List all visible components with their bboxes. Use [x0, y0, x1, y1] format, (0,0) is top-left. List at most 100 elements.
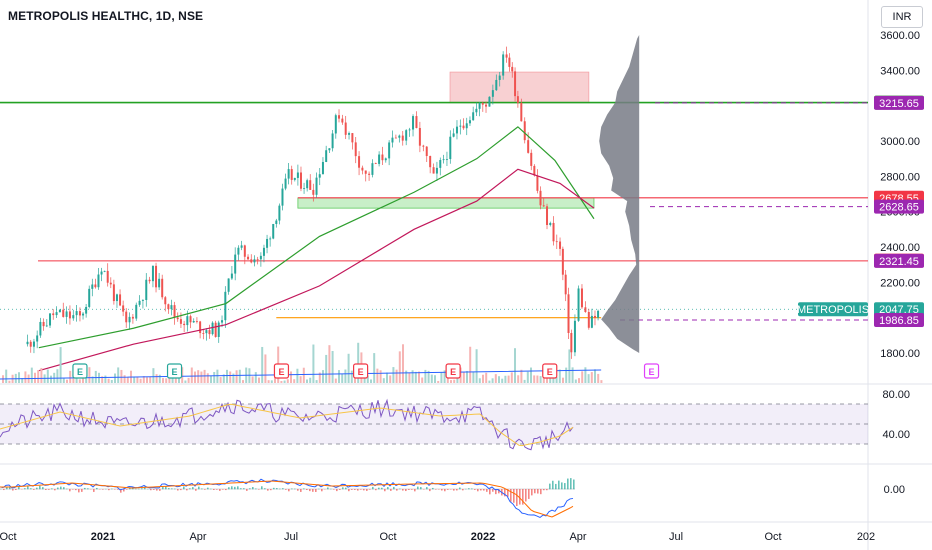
price-tag: 3215.65	[874, 95, 924, 110]
volume-bar	[373, 353, 376, 383]
rsi-pane[interactable]	[0, 398, 868, 451]
macd-histogram-bar	[129, 487, 131, 490]
candle-body	[128, 316, 131, 323]
volume-bar	[382, 378, 385, 383]
macd-histogram-bar	[300, 489, 302, 492]
macd-pane[interactable]	[0, 478, 575, 519]
volume-bar	[344, 369, 347, 383]
time-axis[interactable]: Oct 2021 Apr Jul Oct 2022 Apr Jul Oct 202	[0, 531, 875, 543]
macd-histogram-bar	[453, 489, 455, 491]
candle-body	[498, 75, 501, 80]
macd-histogram-bar	[243, 488, 245, 490]
candle-body	[587, 311, 590, 328]
macd-histogram-bar	[135, 488, 137, 490]
earnings-marker[interactable]: E	[445, 363, 461, 379]
candle-body	[475, 108, 478, 113]
volume-bar	[341, 373, 344, 383]
volume-bar	[414, 371, 417, 383]
macd-histogram-bar	[54, 489, 56, 491]
macd-histogram-bar	[567, 478, 569, 490]
volume-bars	[2, 342, 603, 383]
earnings-marker[interactable]: E	[353, 363, 369, 379]
earnings-marker[interactable]: E	[643, 363, 660, 379]
volume-bar	[30, 367, 33, 383]
candle-body	[331, 133, 334, 149]
macd-histogram-bar	[174, 488, 176, 490]
volume-bar	[24, 371, 27, 383]
candle-body	[262, 247, 265, 256]
macd-histogram-bar	[459, 487, 461, 490]
macd-histogram-bar	[333, 489, 335, 490]
macd-histogram-bar	[12, 489, 14, 491]
macd-histogram-bar	[108, 489, 110, 491]
candle-body	[141, 299, 144, 301]
rsi-tick-label: 80.00	[882, 389, 910, 401]
volume-bar	[171, 374, 174, 383]
volume-bar	[395, 369, 398, 383]
candle-body	[351, 133, 354, 143]
candle-body	[189, 316, 192, 323]
time-tick-label: Oct	[379, 531, 396, 543]
macd-histogram-bar	[477, 489, 479, 492]
currency-button[interactable]: INR	[881, 6, 923, 28]
candle-body	[39, 321, 42, 336]
volume-bar	[338, 370, 340, 383]
candle-body	[281, 188, 284, 206]
earnings-marker[interactable]: E	[273, 363, 290, 379]
volume-bar	[424, 369, 427, 383]
candle-body	[26, 341, 29, 345]
volume-bar	[286, 379, 289, 383]
macd-histogram-bar	[255, 488, 257, 490]
volume-bar	[533, 375, 536, 383]
candle-body	[552, 222, 555, 242]
candle-body	[391, 137, 394, 143]
volume-bar	[78, 379, 81, 383]
candle-body	[559, 241, 562, 249]
candle-body	[131, 316, 134, 319]
volume-bar	[478, 378, 481, 383]
macd-histogram-bar	[24, 488, 26, 490]
candle-body	[151, 265, 154, 282]
macd-histogram-bar	[180, 489, 182, 491]
candle-body	[97, 274, 100, 288]
volume-bar	[389, 375, 392, 383]
volume-bar	[462, 371, 465, 383]
macd-histogram-bar	[468, 488, 470, 490]
volume-bar	[254, 372, 257, 383]
volume-bar	[584, 367, 587, 383]
volume-bar	[88, 367, 91, 383]
macd-histogram-bar	[81, 489, 83, 492]
earnings-marker[interactable]: E	[166, 363, 183, 379]
macd-histogram-bar	[141, 488, 143, 490]
candle-body	[155, 265, 158, 288]
volume-bar	[587, 374, 590, 383]
volume-bar	[210, 375, 212, 383]
candle-body	[445, 159, 448, 160]
macd-histogram-bar	[564, 483, 566, 490]
macd-histogram-bar	[327, 487, 329, 490]
earnings-marker[interactable]: E	[72, 363, 88, 379]
candle-body	[299, 172, 302, 189]
macd-histogram-bar	[417, 486, 419, 490]
price-axis[interactable]: 3600.003400.003200.003000.002800.002600.…	[797, 30, 924, 496]
volume-bar	[370, 379, 372, 383]
volume-bar	[296, 368, 299, 383]
volume-bar	[229, 371, 232, 383]
earnings-badge	[72, 363, 88, 379]
volume-bar	[408, 372, 411, 383]
macd-histogram-bar	[249, 488, 251, 490]
candle-body	[318, 174, 321, 178]
macd-histogram-bar	[495, 489, 497, 495]
volume-bar	[322, 370, 324, 383]
time-tick-label: 2021	[91, 531, 115, 543]
volume-bar	[578, 378, 580, 383]
volume-bar	[187, 377, 190, 383]
price-tag: 1986.85	[874, 312, 924, 327]
earnings-marker[interactable]: E	[542, 363, 558, 379]
volume-bar	[274, 375, 276, 383]
macd-histogram-bar	[288, 489, 290, 492]
volume-bar	[299, 376, 302, 383]
volume-bar	[302, 367, 305, 383]
